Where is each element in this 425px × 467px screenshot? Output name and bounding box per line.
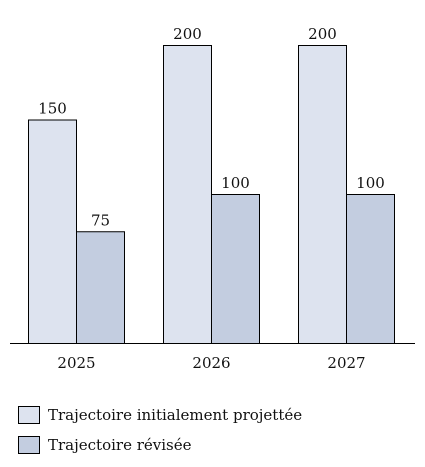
- data-label-initial-2027: 200: [308, 25, 337, 43]
- data-label-initial-2026: 200: [173, 25, 202, 43]
- legend-label-initial: Trajectoire initialement projettée: [48, 405, 303, 424]
- x-tick-labels-layer: 2025 2026 2027: [57, 354, 365, 372]
- data-label-initial-2025: 150: [38, 100, 67, 118]
- x-tick-label-2025: 2025: [57, 354, 95, 372]
- legend-swatch-initial: [18, 405, 40, 424]
- bar-initial-2027: [298, 45, 347, 344]
- legend-item-revised: Trajectoire révisée: [18, 434, 302, 455]
- x-tick-label-2026: 2026: [192, 354, 230, 372]
- data-label-revised-2027: 100: [356, 174, 385, 192]
- bars-layer: [28, 45, 395, 344]
- legend: Trajectoire initialement projettée Traje…: [18, 404, 302, 464]
- data-label-revised-2026: 100: [221, 174, 250, 192]
- bar-revised-2026: [211, 194, 260, 344]
- bar-revised-2027: [346, 194, 395, 344]
- legend-label-revised: Trajectoire révisée: [48, 435, 192, 454]
- data-label-revised-2025: 75: [91, 211, 110, 229]
- data-labels-layer: 150 75 200 100 200 100: [38, 25, 385, 229]
- x-tick-label-2027: 2027: [327, 354, 365, 372]
- legend-item-initial: Trajectoire initialement projettée: [18, 404, 302, 425]
- bar-revised-2025: [76, 231, 125, 344]
- bar-initial-2025: [28, 119, 77, 344]
- bar-initial-2026: [163, 45, 212, 344]
- legend-swatch-revised: [18, 435, 40, 454]
